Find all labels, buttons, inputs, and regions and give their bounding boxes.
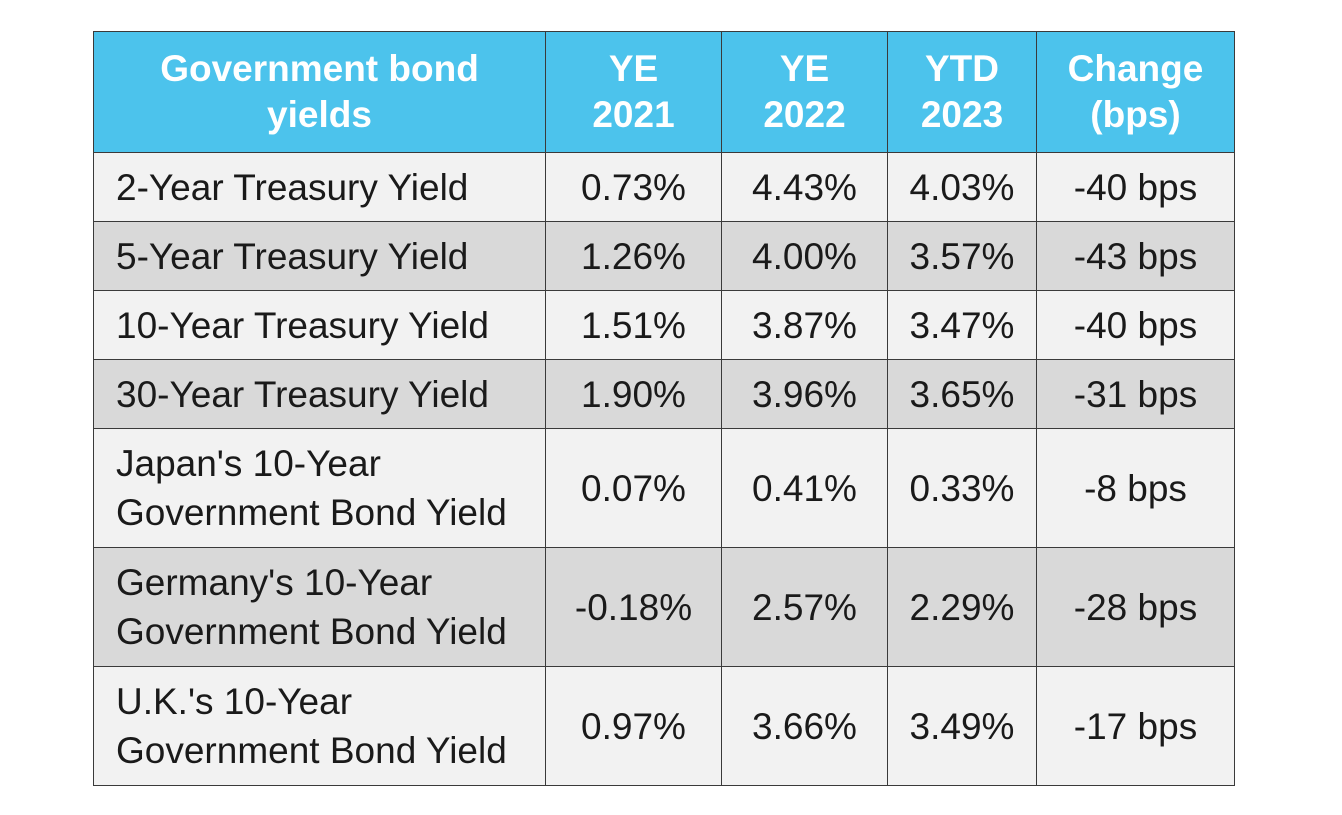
- row-label-line: 5-Year Treasury Yield: [116, 235, 469, 277]
- table-row: U.K.'s 10-Year Government Bond Yield 0.9…: [93, 666, 1235, 786]
- cell-ytd-2023: 4.03%: [887, 152, 1037, 222]
- cell-ye-2021: 0.07%: [545, 428, 722, 548]
- header-line: Change: [1067, 48, 1204, 89]
- row-label-line: U.K.'s 10-Year: [116, 681, 353, 722]
- row-label-line: 10-Year Treasury Yield: [116, 304, 489, 346]
- cell-change-bps: -8 bps: [1036, 428, 1235, 548]
- header-line: YTD: [925, 48, 999, 89]
- cell-ytd-2023: 0.33%: [887, 428, 1037, 548]
- header-change-bps: Change (bps): [1036, 31, 1235, 153]
- cell-ye-2021: 1.90%: [545, 359, 722, 429]
- cell-ye-2021: 0.73%: [545, 152, 722, 222]
- row-label: 5-Year Treasury Yield: [93, 221, 546, 291]
- header-line: Government bond: [160, 48, 479, 89]
- table-row: Japan's 10-Year Government Bond Yield 0.…: [93, 428, 1235, 548]
- header-ye-2021: YE 2021: [545, 31, 722, 153]
- row-label: Germany's 10-Year Government Bond Yield: [93, 547, 546, 667]
- cell-ye-2022: 0.41%: [721, 428, 888, 548]
- cell-change-bps: -17 bps: [1036, 666, 1235, 786]
- header-government-bond-yields: Government bond yields: [93, 31, 546, 153]
- cell-ytd-2023: 2.29%: [887, 547, 1037, 667]
- table-row: 30-Year Treasury Yield 1.90% 3.96% 3.65%…: [93, 359, 1235, 429]
- cell-ye-2022: 4.00%: [721, 221, 888, 291]
- cell-change-bps: -31 bps: [1036, 359, 1235, 429]
- row-label-line: Government Bond Yield: [116, 492, 507, 533]
- header-line: 2022: [763, 94, 846, 135]
- cell-ytd-2023: 3.47%: [887, 290, 1037, 360]
- row-label: U.K.'s 10-Year Government Bond Yield: [93, 666, 546, 786]
- cell-change-bps: -43 bps: [1036, 221, 1235, 291]
- row-label-line: 2-Year Treasury Yield: [116, 166, 469, 208]
- cell-ye-2022: 3.66%: [721, 666, 888, 786]
- header-line: 2021: [592, 94, 675, 135]
- header-line: 2023: [920, 94, 1004, 135]
- header-line: YE: [608, 48, 659, 89]
- cell-change-bps: -40 bps: [1036, 152, 1235, 222]
- table-row: 5-Year Treasury Yield 1.26% 4.00% 3.57% …: [93, 221, 1235, 291]
- cell-ye-2021: 1.26%: [545, 221, 722, 291]
- cell-ye-2022: 3.87%: [721, 290, 888, 360]
- cell-ye-2021: -0.18%: [545, 547, 722, 667]
- row-label: Japan's 10-Year Government Bond Yield: [93, 428, 546, 548]
- cell-ytd-2023: 3.49%: [887, 666, 1037, 786]
- cell-change-bps: -28 bps: [1036, 547, 1235, 667]
- table-row: 10-Year Treasury Yield 1.51% 3.87% 3.47%…: [93, 290, 1235, 360]
- table-row: Germany's 10-Year Government Bond Yield …: [93, 547, 1235, 667]
- row-label-line: 30-Year Treasury Yield: [116, 373, 489, 415]
- row-label: 30-Year Treasury Yield: [93, 359, 546, 429]
- header-ye-2022: YE 2022: [721, 31, 888, 153]
- cell-ytd-2023: 3.57%: [887, 221, 1037, 291]
- table-header-row: Government bond yields YE 2021 YE 2022 Y…: [93, 31, 1235, 153]
- row-label-line: Government Bond Yield: [116, 730, 507, 771]
- header-ytd-2023: YTD 2023: [887, 31, 1037, 153]
- row-label: 10-Year Treasury Yield: [93, 290, 546, 360]
- cell-ye-2021: 0.97%: [545, 666, 722, 786]
- row-label-line: Germany's 10-Year: [116, 562, 433, 603]
- row-label-line: Government Bond Yield: [116, 611, 507, 652]
- cell-ye-2022: 4.43%: [721, 152, 888, 222]
- header-line: (bps): [1090, 94, 1181, 135]
- cell-ye-2022: 3.96%: [721, 359, 888, 429]
- cell-change-bps: -40 bps: [1036, 290, 1235, 360]
- row-label: 2-Year Treasury Yield: [93, 152, 546, 222]
- table-row: 2-Year Treasury Yield 0.73% 4.43% 4.03% …: [93, 152, 1235, 222]
- header-line: yields: [267, 94, 372, 135]
- header-line: YE: [779, 48, 830, 89]
- cell-ye-2021: 1.51%: [545, 290, 722, 360]
- row-label-line: Japan's 10-Year: [116, 443, 381, 484]
- cell-ytd-2023: 3.65%: [887, 359, 1037, 429]
- cell-ye-2022: 2.57%: [721, 547, 888, 667]
- bond-yields-table: Government bond yields YE 2021 YE 2022 Y…: [93, 31, 1235, 786]
